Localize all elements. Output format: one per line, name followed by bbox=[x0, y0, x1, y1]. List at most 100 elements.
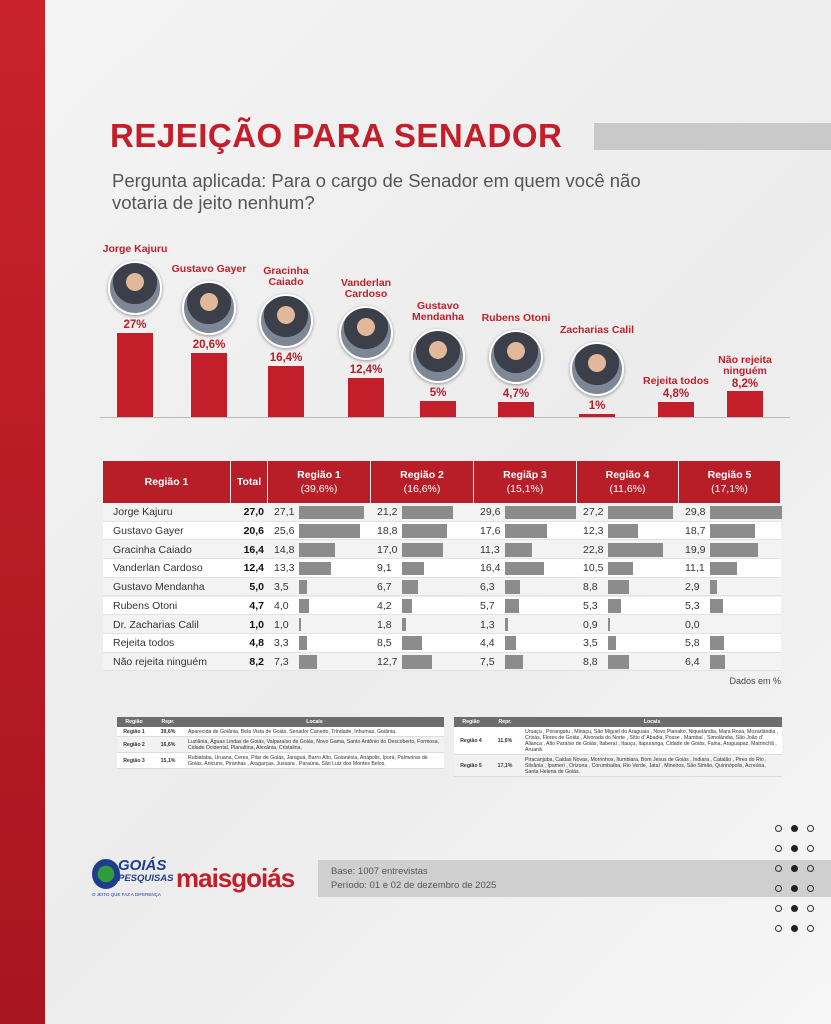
dot bbox=[807, 845, 814, 852]
header-cell: Região 1 (39,6%) bbox=[268, 461, 370, 503]
locais-header: Repr. bbox=[488, 717, 522, 727]
candidate-name: Não rejeita ninguém bbox=[718, 353, 772, 377]
locais-table: Região Repr. Locais Região 1 39,6% Aparecida … bbox=[117, 717, 444, 769]
row-total: 5,0 bbox=[249, 581, 264, 594]
cell-value: 3,5 bbox=[274, 581, 289, 594]
header-label: Região 2 bbox=[400, 469, 444, 481]
value-label: 12,4% bbox=[349, 364, 383, 377]
row-total: 16,4 bbox=[243, 543, 264, 556]
bar bbox=[268, 365, 304, 417]
cell-bar bbox=[299, 599, 309, 613]
dot bbox=[807, 905, 814, 912]
cell-bar bbox=[710, 505, 782, 520]
logo-top: GOIÁS bbox=[118, 857, 167, 874]
locais-cell: 16,6% bbox=[151, 736, 185, 753]
header-label: Total bbox=[236, 476, 262, 488]
cell-value: 8,8 bbox=[583, 581, 598, 594]
cell-value: 1,3 bbox=[480, 618, 495, 631]
locais-cell: Aparecida de Goiânia, Bela Vista de Goiá… bbox=[185, 727, 444, 737]
candidate-photo bbox=[411, 329, 465, 384]
row-name: Rejeita todos bbox=[113, 637, 175, 650]
locais-cell: Luziânia, Águas Lindas de Goiás, Valpara… bbox=[185, 736, 444, 753]
candidate-photo bbox=[339, 306, 393, 361]
cell-value: 3,3 bbox=[274, 637, 289, 650]
title: REJEIÇÃO PARA SENADOR bbox=[110, 117, 563, 154]
dot bbox=[775, 865, 782, 872]
bar bbox=[498, 402, 534, 417]
row-name: Gracinha Caiado bbox=[113, 543, 192, 556]
header-share: (39,6%) bbox=[300, 483, 338, 495]
locais-header-row: Região Repr. Locais bbox=[454, 717, 782, 727]
cell-value: 19,9 bbox=[685, 543, 706, 556]
cell-bar bbox=[710, 580, 717, 594]
row-total: 4,7 bbox=[249, 599, 264, 612]
cell-value: 13,3 bbox=[274, 562, 295, 575]
candidate-name: Jorge Kajuru bbox=[102, 243, 168, 256]
header-cell: Total bbox=[231, 461, 267, 503]
header-cell: Região 4 (11,6%) bbox=[577, 461, 678, 503]
cell-bar bbox=[608, 599, 621, 613]
cell-value: 6,4 bbox=[685, 655, 700, 668]
cell-bar bbox=[299, 580, 308, 594]
cell-bar bbox=[505, 542, 533, 557]
logo-bottom: PESQUISAS bbox=[118, 873, 174, 884]
cell-bar bbox=[505, 617, 509, 632]
header-label: Regiãp 3 bbox=[503, 469, 547, 481]
value-label: 20,6% bbox=[192, 338, 226, 351]
header-label: Região 1 bbox=[144, 476, 189, 488]
cell-value: 17,6 bbox=[480, 525, 501, 538]
cell-value: 25,6 bbox=[274, 525, 295, 538]
header-label: Região 5 bbox=[707, 469, 752, 481]
cell-bar bbox=[402, 617, 407, 632]
row-name: Vanderlan Cardoso bbox=[113, 562, 203, 575]
bar-label-group: Gustavo Gayer 20,6% bbox=[164, 263, 254, 351]
dot bbox=[775, 845, 782, 852]
candidate-name: Rubens Otoni bbox=[481, 312, 551, 325]
cell-bar bbox=[608, 542, 663, 557]
row-total: 12,4 bbox=[243, 562, 264, 575]
locais-cell: 11,6% bbox=[488, 727, 522, 755]
row-total: 20,6 bbox=[243, 525, 264, 538]
cell-bar bbox=[505, 561, 545, 576]
cell-bar bbox=[710, 655, 726, 669]
locais-cell: Região 2 bbox=[117, 736, 151, 753]
cell-bar bbox=[608, 617, 611, 632]
header-share: (15,1%) bbox=[506, 483, 544, 495]
cell-value: 1,8 bbox=[377, 618, 392, 631]
value-label: 4,8% bbox=[662, 388, 690, 401]
locais-row: Região 5 17,1% Piracanjuba, Caldas Novas, … bbox=[454, 754, 782, 777]
cell-value: 17,0 bbox=[377, 543, 398, 556]
locais-cell: 15,1% bbox=[151, 752, 185, 769]
dot bbox=[775, 825, 782, 832]
info-bar bbox=[318, 860, 831, 897]
header-cell: Região 2 (16,6%) bbox=[371, 461, 473, 503]
cell-value: 5,7 bbox=[480, 599, 495, 612]
cell-bar bbox=[710, 542, 758, 557]
locais-header: Locais bbox=[185, 717, 444, 727]
bar bbox=[348, 378, 384, 417]
cell-value: 9,1 bbox=[377, 562, 392, 575]
cell-value: 29,6 bbox=[480, 506, 501, 519]
bar bbox=[191, 352, 227, 417]
dot bbox=[775, 925, 782, 932]
brand: maisgoiás bbox=[176, 863, 295, 893]
cell-value: 6,7 bbox=[377, 581, 392, 594]
locais-cell: Região 5 bbox=[454, 754, 488, 777]
cell-value: 1,0 bbox=[274, 618, 289, 631]
cell-bar bbox=[299, 505, 365, 520]
dot bbox=[807, 865, 814, 872]
header-label: Região 1 bbox=[297, 469, 341, 481]
logo-mark bbox=[92, 859, 120, 889]
title-bar bbox=[594, 123, 831, 150]
locais-cell: Região 1 bbox=[117, 727, 151, 737]
table-note: Dados em % bbox=[729, 676, 781, 686]
bar bbox=[117, 333, 153, 417]
cell-value: 12,7 bbox=[377, 655, 398, 668]
dot bbox=[791, 825, 798, 832]
row-total: 4,8 bbox=[249, 637, 264, 650]
header-label: Região 4 bbox=[605, 469, 650, 481]
locais-cell: 17,1% bbox=[488, 754, 522, 777]
row-bg bbox=[103, 615, 781, 634]
cell-value: 4,4 bbox=[480, 637, 495, 650]
bar-label-group: Não rejeita ninguém 8,2% bbox=[700, 353, 790, 390]
